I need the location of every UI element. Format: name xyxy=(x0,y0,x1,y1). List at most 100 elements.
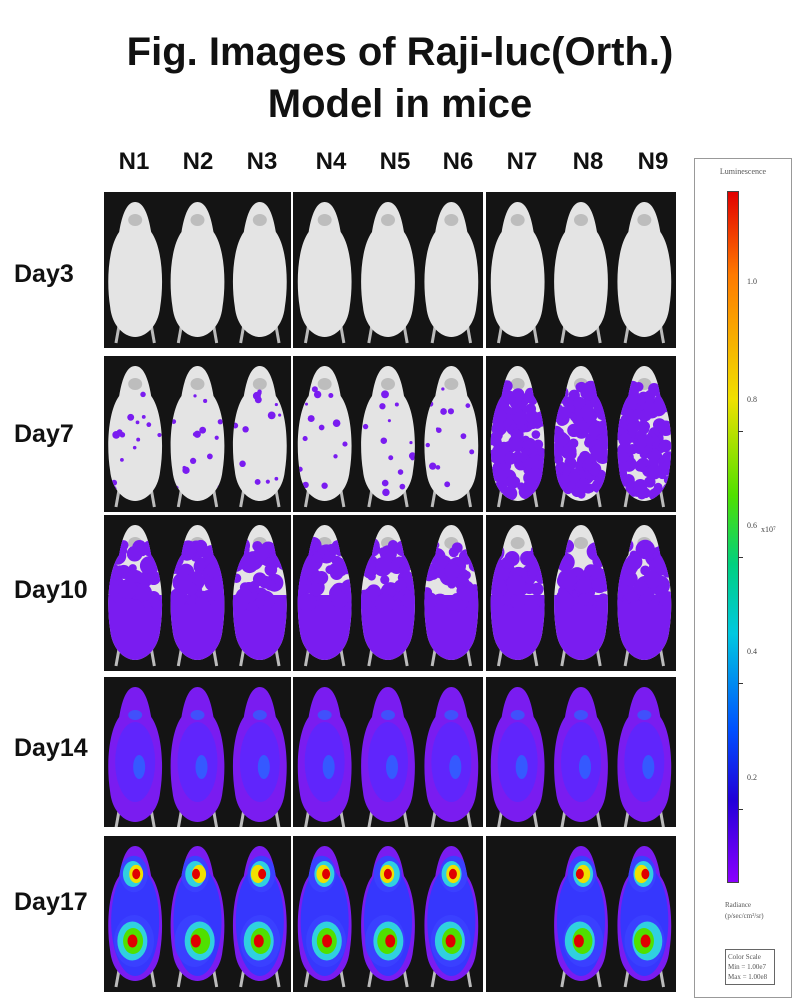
mouse-N7-day14 xyxy=(490,687,545,827)
panel-image xyxy=(297,846,479,988)
row-label-day17: Day17 xyxy=(14,888,88,916)
panel-image xyxy=(490,525,672,667)
image-panel-day7-group3 xyxy=(486,356,676,512)
color-scale-box-title: Color Scale xyxy=(728,953,761,961)
mouse-N8-day10 xyxy=(554,525,608,667)
panel-image xyxy=(108,366,287,508)
mouse-N5-day10 xyxy=(361,525,415,667)
panel-image xyxy=(297,202,479,344)
mouse-N2-day7 xyxy=(170,366,225,508)
figure-title-line2: Model in mice xyxy=(267,82,533,126)
tick-label-0.4: 0.4 xyxy=(747,647,757,656)
column-header-N8: N8 xyxy=(572,148,604,175)
mouse-N5-day17 xyxy=(361,846,415,988)
mouse-N4-day3 xyxy=(297,202,352,344)
panel-image xyxy=(108,687,287,827)
column-header-N1: N1 xyxy=(118,148,150,175)
column-header-N6: N6 xyxy=(442,148,474,175)
mouse-N9-day17 xyxy=(617,846,672,988)
panel-image xyxy=(297,366,479,508)
color-scale-box-min: Min = 1.00e7 xyxy=(728,963,766,971)
panel-image xyxy=(108,525,287,667)
mouse-N3-day17 xyxy=(232,846,287,988)
row-label-day14: Day14 xyxy=(14,734,88,762)
mouse-N9-day7 xyxy=(617,366,672,508)
image-panel-day14-group1 xyxy=(104,677,291,827)
panel-image xyxy=(490,366,672,508)
figure-title-line1: Fig. Images of Raji-luc(Orth.) xyxy=(126,30,674,74)
image-panel-day10-group1 xyxy=(104,515,291,671)
panel-image xyxy=(297,687,479,827)
mouse-N4-day7 xyxy=(297,366,352,508)
color-scale-legend: Luminescence 1.0 0.8 0.6 0.4 0.2 x10⁷ Ra… xyxy=(694,158,792,998)
mouse-N7-day10 xyxy=(490,525,545,667)
column-header-N2: N2 xyxy=(182,148,214,175)
tick-label-0.2: 0.2 xyxy=(747,773,757,782)
panel-image xyxy=(108,846,287,988)
mouse-N3-day14 xyxy=(232,687,287,827)
image-panel-day10-group3 xyxy=(486,515,676,671)
mouse-N4-day10 xyxy=(297,525,352,667)
mouse-N4-day17 xyxy=(297,846,352,988)
image-panel-day17-group2 xyxy=(293,836,483,992)
image-panel-day14-group2 xyxy=(293,677,483,827)
mouse-N8-day17 xyxy=(554,846,608,988)
colorbar-tick xyxy=(738,683,743,684)
mouse-N6-day10 xyxy=(424,525,479,667)
image-panel-day7-group2 xyxy=(293,356,483,512)
image-panel-day17-group3 xyxy=(486,836,676,992)
mouse-N2-day3 xyxy=(170,202,225,344)
mouse-N6-day3 xyxy=(424,202,479,344)
mouse-N5-day14 xyxy=(361,687,415,827)
mouse-N8-day3 xyxy=(554,202,608,344)
mouse-N7-day3 xyxy=(490,202,545,344)
mouse-N8-day14 xyxy=(554,687,608,827)
image-panel-day14-group3 xyxy=(486,677,676,827)
colorbar-tick xyxy=(738,431,743,432)
panel-image xyxy=(490,687,672,827)
column-header-N7: N7 xyxy=(506,148,538,175)
mouse-N1-day10 xyxy=(108,525,163,667)
image-panel-day3-group2 xyxy=(293,192,483,348)
panel-image xyxy=(490,202,672,344)
tick-label-0.6: 0.6 xyxy=(747,521,757,530)
panel-image xyxy=(554,846,672,988)
legend-footer-units: (p/sec/cm²/sr) xyxy=(725,912,764,920)
mouse-N4-day14 xyxy=(297,687,352,827)
mouse-N3-day3 xyxy=(232,202,287,344)
tick-label-0.8: 0.8 xyxy=(747,395,757,404)
color-scale-box: Color Scale Min = 1.00e7 Max = 1.00e8 xyxy=(725,949,775,985)
mouse-N6-day17 xyxy=(424,846,479,988)
mouse-N1-day14 xyxy=(108,687,163,827)
mouse-N9-day10 xyxy=(617,525,672,667)
column-header-N5: N5 xyxy=(379,148,411,175)
panel-image xyxy=(297,525,479,667)
mouse-N3-day10 xyxy=(232,525,287,667)
mouse-N3-day7 xyxy=(232,366,287,508)
row-label-day7: Day7 xyxy=(14,420,74,448)
mouse-N9-day3 xyxy=(617,202,672,344)
colorbar-gradient xyxy=(727,191,739,883)
mouse-N8-day7 xyxy=(554,366,608,508)
mouse-N5-day3 xyxy=(361,202,415,344)
mouse-N2-day17 xyxy=(170,846,225,988)
legend-footer-radiance: Radiance xyxy=(725,901,752,909)
image-panel-day10-group2 xyxy=(293,515,483,671)
panel-image xyxy=(108,202,287,344)
mouse-N5-day7 xyxy=(361,366,415,508)
image-panel-day7-group1 xyxy=(104,356,291,512)
colorbar-unit: x10⁷ xyxy=(761,525,776,534)
row-label-day10: Day10 xyxy=(14,576,88,604)
image-panel-day17-group1 xyxy=(104,836,291,992)
colorbar-tick xyxy=(738,809,743,810)
column-header-N9: N9 xyxy=(637,148,669,175)
mouse-N2-day10 xyxy=(170,525,225,667)
mouse-N2-day14 xyxy=(170,687,225,827)
row-label-day3: Day3 xyxy=(14,260,74,288)
color-scale-box-max: Max = 1.00e8 xyxy=(728,973,768,981)
mouse-N9-day14 xyxy=(617,687,672,827)
legend-header: Luminescence xyxy=(719,167,767,176)
mouse-N1-day3 xyxy=(108,202,163,344)
mouse-N7-day7 xyxy=(490,366,545,508)
column-header-N4: N4 xyxy=(315,148,347,175)
